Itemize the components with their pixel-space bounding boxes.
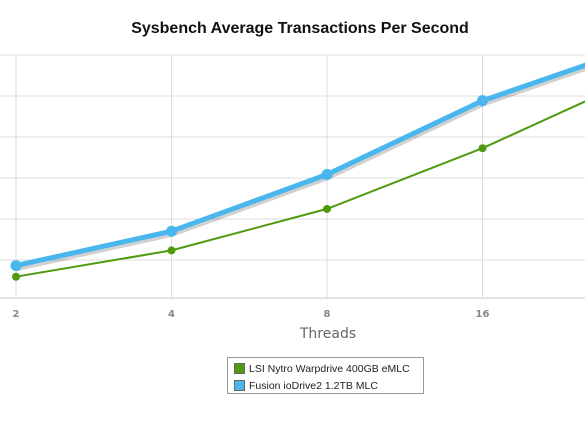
chart-title: Sysbench Average Transactions Per Second (131, 20, 469, 37)
legend-swatch-fusion (234, 380, 245, 391)
legend-label-fusion: Fusion ioDrive2 1.2TB MLC (249, 379, 378, 392)
x-tick-label: 16 (476, 309, 490, 320)
legend-item-lsi[interactable]: LSI Nytro Warpdrive 400GB eMLC (234, 361, 423, 376)
data-point-0-2 (323, 204, 331, 213)
series-line-1 (15, 62, 585, 269)
series-points (10, 95, 488, 281)
series-shadow-1 (16, 66, 585, 272)
x-tick-labels: 2 4 8 16 (13, 309, 490, 320)
data-point-1-3 (477, 95, 488, 107)
data-point-0-3 (478, 144, 487, 153)
x-tick-label: 8 (324, 309, 331, 320)
data-point-1-0 (10, 260, 22, 272)
x-tick-label: 4 (168, 309, 175, 320)
legend-item-fusion[interactable]: Fusion ioDrive2 1.2TB MLC (234, 378, 423, 393)
grid (0, 54, 585, 298)
data-point-1-1 (166, 225, 177, 237)
legend-label-lsi: LSI Nytro Warpdrive 400GB eMLC (249, 362, 410, 375)
data-point-0-1 (167, 246, 176, 255)
x-tick-label: 2 (13, 309, 20, 320)
x-axis-label: Threads (299, 326, 357, 342)
series-lines (15, 62, 585, 278)
legend: LSI Nytro Warpdrive 400GB eMLC Fusion io… (227, 357, 424, 394)
legend-swatch-lsi (234, 363, 245, 374)
data-point-1-2 (321, 169, 333, 181)
data-point-0-0 (12, 272, 20, 281)
